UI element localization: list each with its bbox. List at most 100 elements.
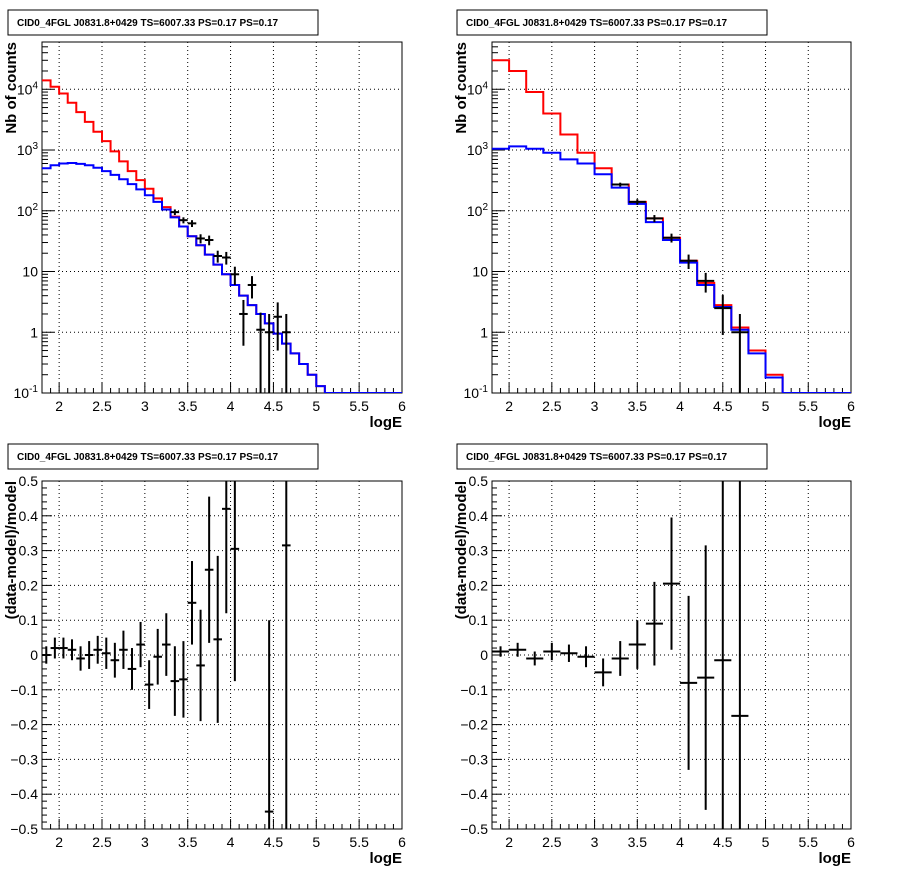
- y-tick-exponent: -1: [29, 384, 38, 395]
- plot-frame: [491, 41, 852, 394]
- x-tick-label: 4.5: [264, 398, 284, 414]
- x-tick-label: 6: [847, 834, 855, 850]
- y-tick-exponent: 3: [482, 141, 488, 152]
- y-tick-label: 0.2: [469, 577, 489, 593]
- x-tick-label: 6: [398, 834, 406, 850]
- title-frame: [7, 443, 319, 470]
- x-tick-label: 5: [762, 398, 770, 414]
- y-tick-label: 1: [30, 324, 38, 340]
- x-tick-label: 3.5: [628, 834, 648, 850]
- grid: [42, 480, 403, 830]
- x-tick-label: 2: [505, 398, 513, 414]
- y-tick-label: 0.5: [469, 473, 489, 489]
- y-tick-label: 0.2: [19, 577, 39, 593]
- y-tick-label: 10: [472, 264, 488, 280]
- x-tick-label: 3: [591, 398, 599, 414]
- x-tick-label: 3.5: [178, 398, 198, 414]
- x-tick-label: 4: [227, 398, 235, 414]
- y-tick-label: 103: [17, 141, 39, 158]
- y-axis: −0.5 −0.4 −0.3 −0.2 −0.1 0 0.1 0.2 0.3 0.4 0.5(dat…: [3, 473, 52, 837]
- title-box: CID0_4FGL J0831.8+0429 TS=6007.33 PS=0.1…: [7, 9, 319, 36]
- y-tick-label: 10: [22, 264, 38, 280]
- chart-title: CID0_4FGL J0831.8+0429 TS=6007.33 PS=0.1…: [466, 452, 728, 463]
- x-tick-label: 5.5: [799, 834, 819, 850]
- plot-area: [42, 481, 291, 829]
- plot-frame: [41, 41, 403, 394]
- y-tick-label: 0.1: [469, 612, 489, 628]
- y-tick-label: 102: [467, 202, 489, 219]
- title-frame: [456, 9, 768, 36]
- grid: [492, 42, 852, 394]
- y-tick-label: 1: [480, 324, 488, 340]
- x-tick-label: 5: [312, 834, 320, 850]
- y-tick-label: 10-1: [464, 384, 489, 401]
- x-tick-label: 6: [847, 398, 855, 414]
- x-tick-label: 4.5: [713, 398, 733, 414]
- plot-area: [492, 59, 851, 393]
- y-axis-label: (data-model)/model: [3, 481, 20, 619]
- title-frame: [7, 9, 319, 36]
- x-tick-label: 4.5: [713, 834, 733, 850]
- x-axis-label: logE: [819, 414, 852, 431]
- x-tick-label: 2.5: [542, 834, 562, 850]
- x-tick-label: 2: [55, 398, 63, 414]
- x-tick-label: 3: [591, 834, 599, 850]
- x-tick-label: 4: [676, 834, 684, 850]
- x-tick-label: 5.5: [349, 398, 369, 414]
- x-tick-label: 4: [676, 398, 684, 414]
- y-tick-label: −0.2: [460, 717, 488, 733]
- y-tick-exponent: 3: [32, 141, 38, 152]
- y-tick-label: 0.4: [19, 508, 39, 524]
- y-tick-label: 0.3: [19, 543, 39, 559]
- y-tick-label: 10-1: [14, 384, 39, 401]
- y-tick-label: −0.1: [10, 682, 38, 698]
- y-axis-label: Nb of counts: [3, 42, 20, 134]
- y-tick-label: 0.1: [19, 612, 39, 628]
- title-box: CID0_4FGL J0831.8+0429 TS=6007.33 PS=0.1…: [456, 9, 768, 36]
- y-tick-label: −0.1: [460, 682, 488, 698]
- x-tick-label: 2.5: [542, 398, 562, 414]
- x-axis-label: logE: [370, 414, 403, 431]
- histogram-component-model: [492, 145, 851, 393]
- y-tick-label: 0: [480, 647, 488, 663]
- title-frame: [456, 443, 768, 470]
- x-axis-label: logE: [819, 850, 852, 867]
- chart-title: CID0_4FGL J0831.8+0429 TS=6007.33 PS=0.1…: [17, 18, 279, 29]
- residual-panel-left: 2 2.5 3 3.5 4 4.5 5 5.5 6logE−0.5−0.4−0.3−0.2−0.…: [3, 443, 406, 867]
- y-tick-exponent: 4: [32, 80, 38, 91]
- x-tick-label: 3: [141, 398, 149, 414]
- y-tick-exponent: 2: [482, 202, 488, 213]
- y-tick-label: −0.3: [10, 751, 38, 767]
- x-tick-label: 5: [762, 834, 770, 850]
- y-tick-label: −0.4: [10, 786, 38, 802]
- x-tick-label: 2: [55, 834, 63, 850]
- title-box: CID0_4FGL J0831.8+0429 TS=6007.33 PS=0.1…: [456, 443, 768, 470]
- plot-area: [492, 481, 749, 829]
- chart-title: CID0_4FGL J0831.8+0429 TS=6007.33 PS=0.1…: [17, 452, 279, 463]
- y-tick-label: 104: [467, 80, 489, 97]
- y-tick-exponent: 2: [32, 202, 38, 213]
- y-tick-label: 103: [467, 141, 489, 158]
- y-tick-label: 0.4: [469, 508, 489, 524]
- x-tick-label: 6: [398, 398, 406, 414]
- x-tick-label: 4.5: [264, 834, 284, 850]
- y-tick-label: 0.3: [469, 543, 489, 559]
- x-tick-label: 3.5: [178, 834, 198, 850]
- y-tick-label: −0.4: [460, 786, 488, 802]
- y-axis-label: Nb of counts: [453, 42, 470, 134]
- y-tick-exponent: 4: [482, 80, 488, 91]
- y-tick-label: 0.5: [19, 473, 39, 489]
- y-tick-label: −0.5: [10, 821, 38, 837]
- x-tick-label: 2.5: [92, 398, 112, 414]
- y-tick-label: −0.2: [10, 717, 38, 733]
- grid: [42, 42, 403, 394]
- x-tick-label: 5.5: [799, 398, 819, 414]
